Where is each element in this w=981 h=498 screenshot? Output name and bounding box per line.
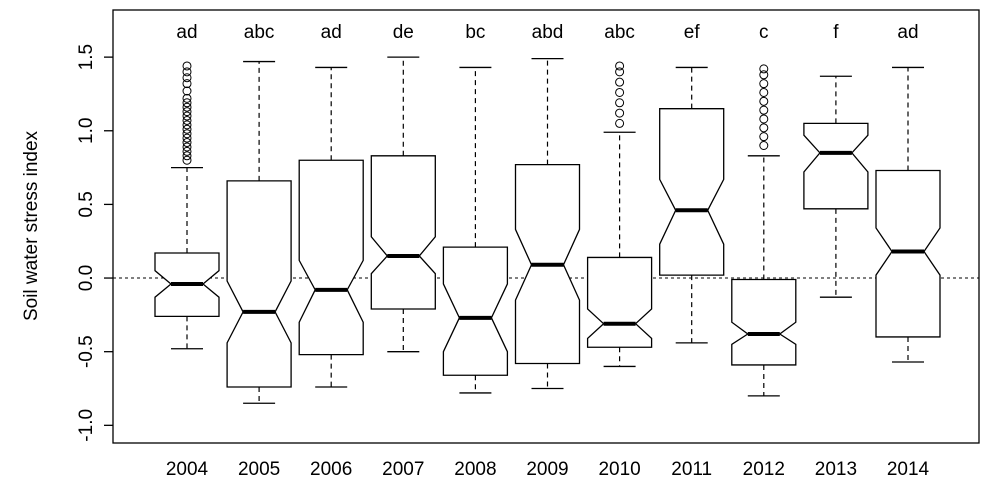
y-tick-label: -1.0 [76, 409, 97, 442]
outlier [182, 129, 192, 139]
outlier [759, 132, 769, 142]
x-tick-label: 2005 [238, 459, 280, 480]
group-letter: abc [604, 22, 635, 43]
outlier [615, 77, 625, 87]
outlier [615, 98, 625, 108]
x-tick-label: 2010 [598, 459, 640, 480]
x-tick-label: 2009 [526, 459, 568, 480]
outlier [759, 105, 769, 115]
outlier [182, 124, 192, 134]
outlier [759, 64, 769, 74]
outlier [182, 93, 192, 103]
x-tick-label: 2011 [671, 459, 712, 480]
y-tick-label: 1.0 [76, 118, 97, 144]
box [298, 159, 364, 356]
outlier [615, 67, 625, 77]
outlier [182, 111, 192, 121]
outlier [759, 87, 769, 97]
outlier [759, 79, 769, 89]
outlier [182, 102, 192, 112]
group-letter: f [833, 22, 839, 43]
outlier [182, 146, 192, 156]
x-tick-label: 2007 [382, 459, 424, 480]
box [875, 169, 941, 338]
box [370, 155, 436, 310]
outlier [182, 138, 192, 148]
outlier [759, 70, 769, 80]
outlier [759, 114, 769, 124]
outlier [182, 79, 192, 89]
outlier [615, 118, 625, 128]
y-tick-label: -0.5 [76, 335, 97, 368]
outlier [182, 120, 192, 130]
group-letter: c [759, 22, 769, 43]
x-tick-label: 2004 [166, 459, 209, 480]
outlier [182, 151, 192, 161]
plot-frame [112, 9, 980, 444]
group-letter: abc [244, 22, 275, 43]
box [586, 256, 653, 348]
box [226, 180, 292, 388]
outlier [182, 107, 192, 117]
outlier [615, 61, 625, 71]
outlier [182, 98, 192, 108]
outlier [182, 86, 192, 96]
outlier [182, 73, 192, 83]
x-tick-label: 2012 [743, 459, 785, 480]
x-tick-label: 2013 [815, 459, 857, 480]
outlier [182, 155, 192, 165]
outlier [759, 123, 769, 133]
group-letter: ad [176, 22, 197, 43]
outlier [182, 67, 192, 77]
outlier [182, 115, 192, 125]
x-tick-label: 2006 [310, 459, 352, 480]
outlier [615, 87, 625, 97]
y-tick-label: 0.0 [76, 265, 97, 291]
group-letter: de [393, 22, 414, 43]
group-letter: ad [897, 22, 918, 43]
outlier [759, 96, 769, 106]
box [803, 122, 869, 210]
y-tick-label: 1.5 [76, 44, 97, 70]
y-tick-label: 0.5 [76, 191, 97, 217]
box [731, 278, 797, 366]
outlier [615, 108, 625, 118]
x-tick-label: 2014 [887, 459, 930, 480]
x-tick-label: 2008 [454, 459, 496, 480]
group-letter: abd [532, 22, 564, 43]
outlier [182, 61, 192, 71]
outlier [182, 142, 192, 152]
group-letter: bc [465, 22, 485, 43]
group-letter: ef [684, 22, 701, 43]
box [659, 108, 725, 276]
box [442, 246, 509, 376]
group-letter: ad [321, 22, 342, 43]
outlier [759, 140, 769, 150]
outlier [182, 133, 192, 143]
y-axis-label: Soil water stress index [21, 130, 42, 321]
